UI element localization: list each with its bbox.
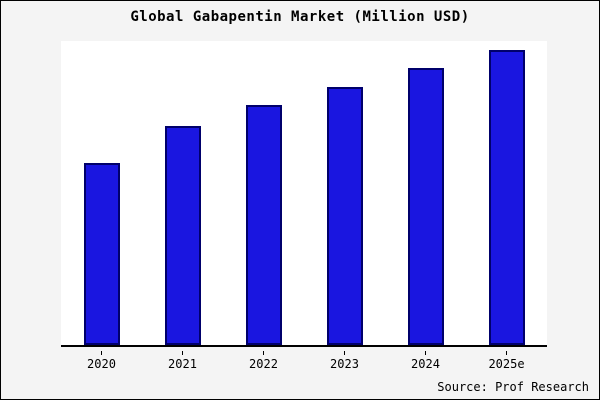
x-axis-tick — [344, 351, 345, 355]
chart-title: Global Gabapentin Market (Million USD) — [130, 9, 470, 25]
x-axis-tick — [182, 351, 183, 355]
x-label-slot: 2025e — [466, 351, 547, 371]
x-label-2021: 2021 — [168, 357, 197, 371]
bar-slot — [385, 41, 466, 345]
x-label-slot: 2020 — [61, 351, 142, 371]
bar-slot — [61, 41, 142, 345]
bar-2020 — [83, 162, 120, 345]
bar-slot — [223, 41, 304, 345]
x-label-slot: 2022 — [223, 351, 304, 371]
bar-2023 — [326, 86, 363, 345]
x-axis-labels: 2020 2021 2022 2023 2024 2025e — [61, 351, 547, 371]
x-axis-tick — [506, 351, 507, 355]
bar-slot — [142, 41, 223, 345]
bar-slot — [466, 41, 547, 345]
source-note: Source: Prof Research — [437, 380, 589, 394]
bar-2024 — [407, 68, 444, 345]
x-label-2024: 2024 — [411, 357, 440, 371]
x-label-slot: 2023 — [304, 351, 385, 371]
x-axis-tick — [425, 351, 426, 355]
bar-2025e — [488, 50, 525, 345]
bars — [61, 41, 547, 345]
x-label-2023: 2023 — [330, 357, 359, 371]
bar-slot — [304, 41, 385, 345]
x-label-2025e: 2025e — [488, 357, 525, 371]
bar-2021 — [164, 126, 201, 345]
x-axis-tick — [263, 351, 264, 355]
plot-area — [61, 41, 547, 347]
x-label-slot: 2021 — [142, 351, 223, 371]
bar-2022 — [245, 104, 282, 345]
x-label-slot: 2024 — [385, 351, 466, 371]
x-axis-tick — [101, 351, 102, 355]
x-label-2022: 2022 — [249, 357, 278, 371]
x-label-2020: 2020 — [87, 357, 116, 371]
